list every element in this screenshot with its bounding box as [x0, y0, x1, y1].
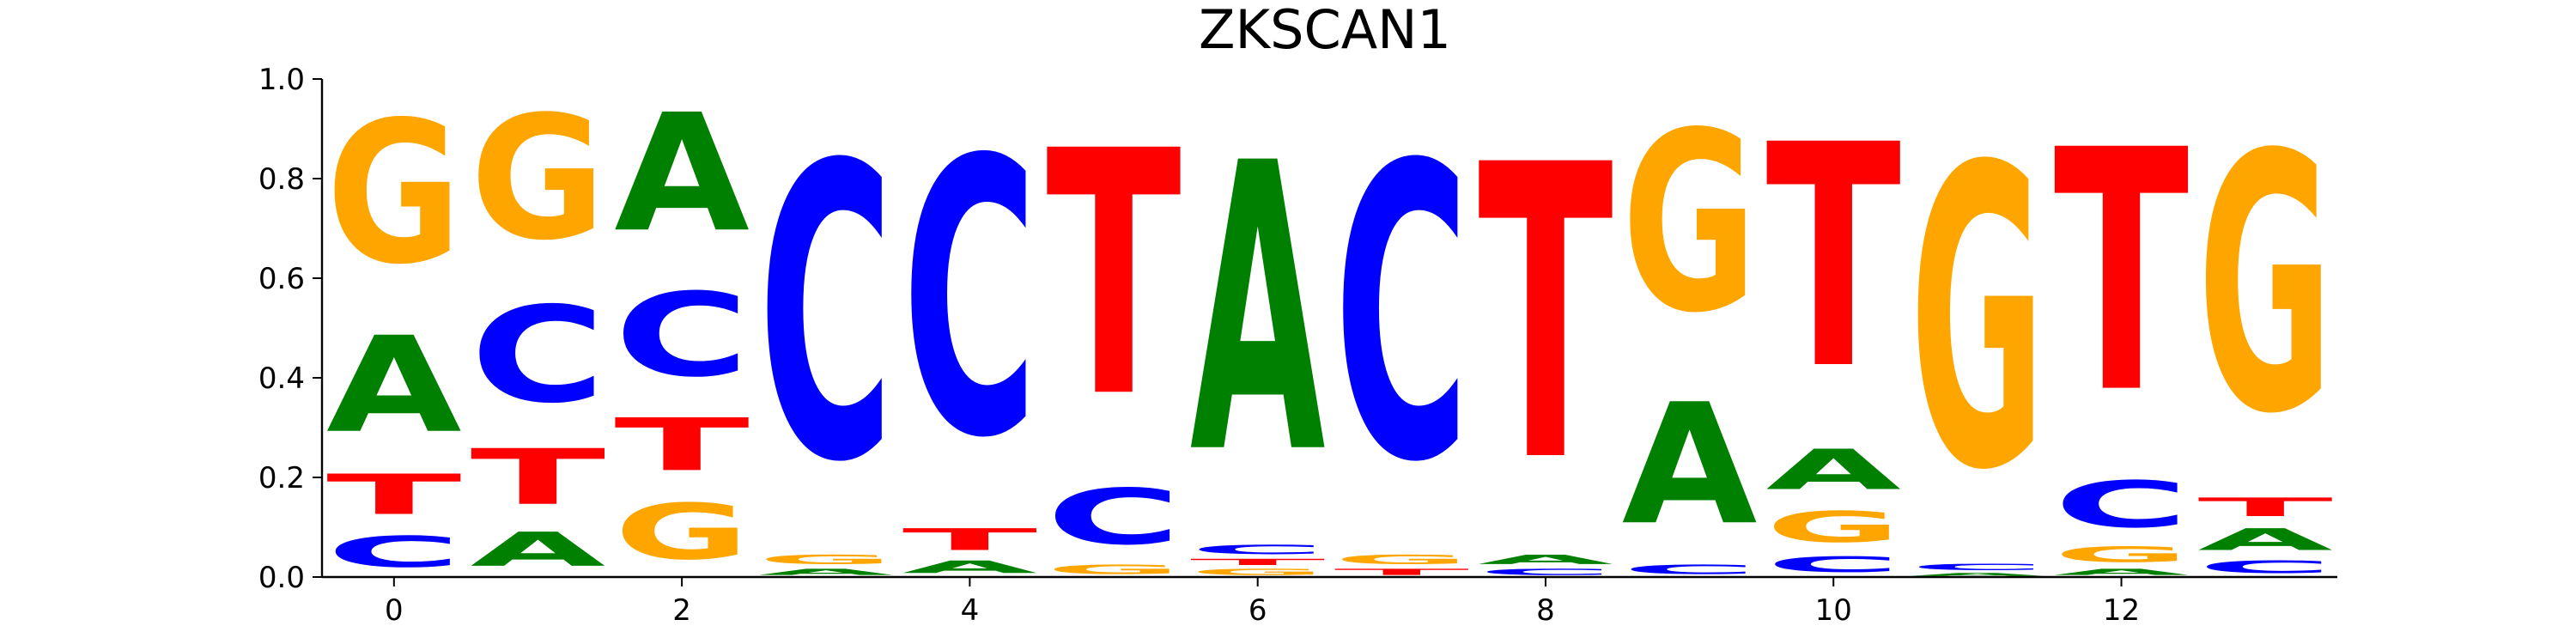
- y-tick-label: 1.0: [258, 63, 305, 97]
- logo-letter-a: A: [2197, 522, 2333, 556]
- logo-letter-c: C: [326, 527, 462, 577]
- y-tick-label: 0.8: [258, 162, 305, 197]
- logo-letter-c: C: [1765, 552, 1901, 577]
- letter-stacks: CTAGATCGGTCAAGCATCGCTGTCATGCCATCAGCGATAC…: [326, 79, 2333, 577]
- logo-letter-c: C: [471, 279, 606, 433]
- logo-letter-a: A: [1190, 81, 1327, 542]
- logo-letter-t: T: [1765, 80, 1902, 437]
- logo-letter-t: T: [2197, 492, 2333, 522]
- logo-letter-t: T: [1334, 567, 1470, 577]
- x-tick-label: 8: [1536, 593, 1555, 628]
- logo-letter-t: T: [1190, 557, 1326, 568]
- logo-letter-g: G: [2054, 543, 2190, 568]
- x-tick-label: 2: [672, 593, 691, 628]
- x-tick-label: 4: [961, 593, 980, 628]
- logo-letter-c: C: [614, 269, 750, 403]
- logo-letter-a: A: [1910, 572, 2045, 577]
- logo-letter-c: C: [2197, 557, 2333, 577]
- logo-letter-t: T: [471, 433, 606, 522]
- logo-letter-t: T: [902, 522, 1038, 556]
- logo-letter-g: G: [758, 552, 894, 567]
- logo-letter-g: G: [614, 488, 750, 577]
- logo-letter-c: C: [1190, 542, 1326, 556]
- logo-letter-a: A: [902, 557, 1038, 577]
- x-tick-label: 6: [1249, 593, 1267, 628]
- logo-letter-t: T: [326, 463, 462, 527]
- y-tick-label: 0.6: [258, 262, 305, 296]
- logo-letter-g: G: [471, 81, 606, 279]
- chart-title: ZKSCAN1: [1199, 0, 1451, 61]
- logo-letter-a: A: [1478, 552, 1613, 567]
- logo-letter-c: C: [1478, 567, 1613, 577]
- logo-letter-c: C: [1622, 562, 1758, 577]
- logo-letter-t: T: [1478, 81, 1614, 550]
- logo-letter-c: C: [758, 81, 894, 551]
- logo-letter-g: G: [1334, 552, 1470, 567]
- logo-letter-c: C: [2054, 468, 2190, 543]
- logo-letter-g: G: [2197, 80, 2333, 491]
- logo-letter-g: G: [1910, 81, 2045, 562]
- y-tick-label: 0.2: [258, 461, 305, 495]
- logo-letter-a: A: [614, 80, 750, 268]
- logo-letter-c: C: [1910, 562, 2045, 573]
- axes: 0.0 0.2 0.4 0.6 0.8 1.0 0 2 4 6 8 10 12: [258, 63, 2337, 628]
- logo-letter-c: C: [902, 80, 1038, 521]
- logo-letter-g: G: [1190, 568, 1326, 578]
- logo-letter-c: C: [1046, 472, 1182, 562]
- logo-letter-a: A: [326, 308, 462, 462]
- logo-letter-t: T: [2054, 80, 2190, 466]
- x-tick-label: 0: [385, 593, 404, 628]
- logo-letter-g: G: [326, 79, 462, 307]
- logo-letter-g: G: [1765, 502, 1901, 552]
- x-tick-label: 12: [2103, 593, 2140, 628]
- y-tick-label: 0.0: [258, 561, 305, 595]
- logo-letter-t: T: [1046, 80, 1182, 471]
- y-tick-label: 0.4: [258, 361, 305, 396]
- logo-letter-a: A: [1622, 368, 1758, 562]
- x-tick-label: 10: [1815, 593, 1852, 628]
- logo-letter-a: A: [1765, 438, 1901, 502]
- logo-letter-a: A: [2054, 567, 2190, 577]
- logo-letter-t: T: [614, 404, 750, 488]
- logo-letter-g: G: [1046, 562, 1182, 577]
- logo-letter-a: A: [471, 523, 606, 577]
- logo-letter-g: G: [1622, 79, 1758, 367]
- logo-letter-c: C: [1334, 81, 1470, 551]
- logo-letter-a: A: [758, 567, 894, 577]
